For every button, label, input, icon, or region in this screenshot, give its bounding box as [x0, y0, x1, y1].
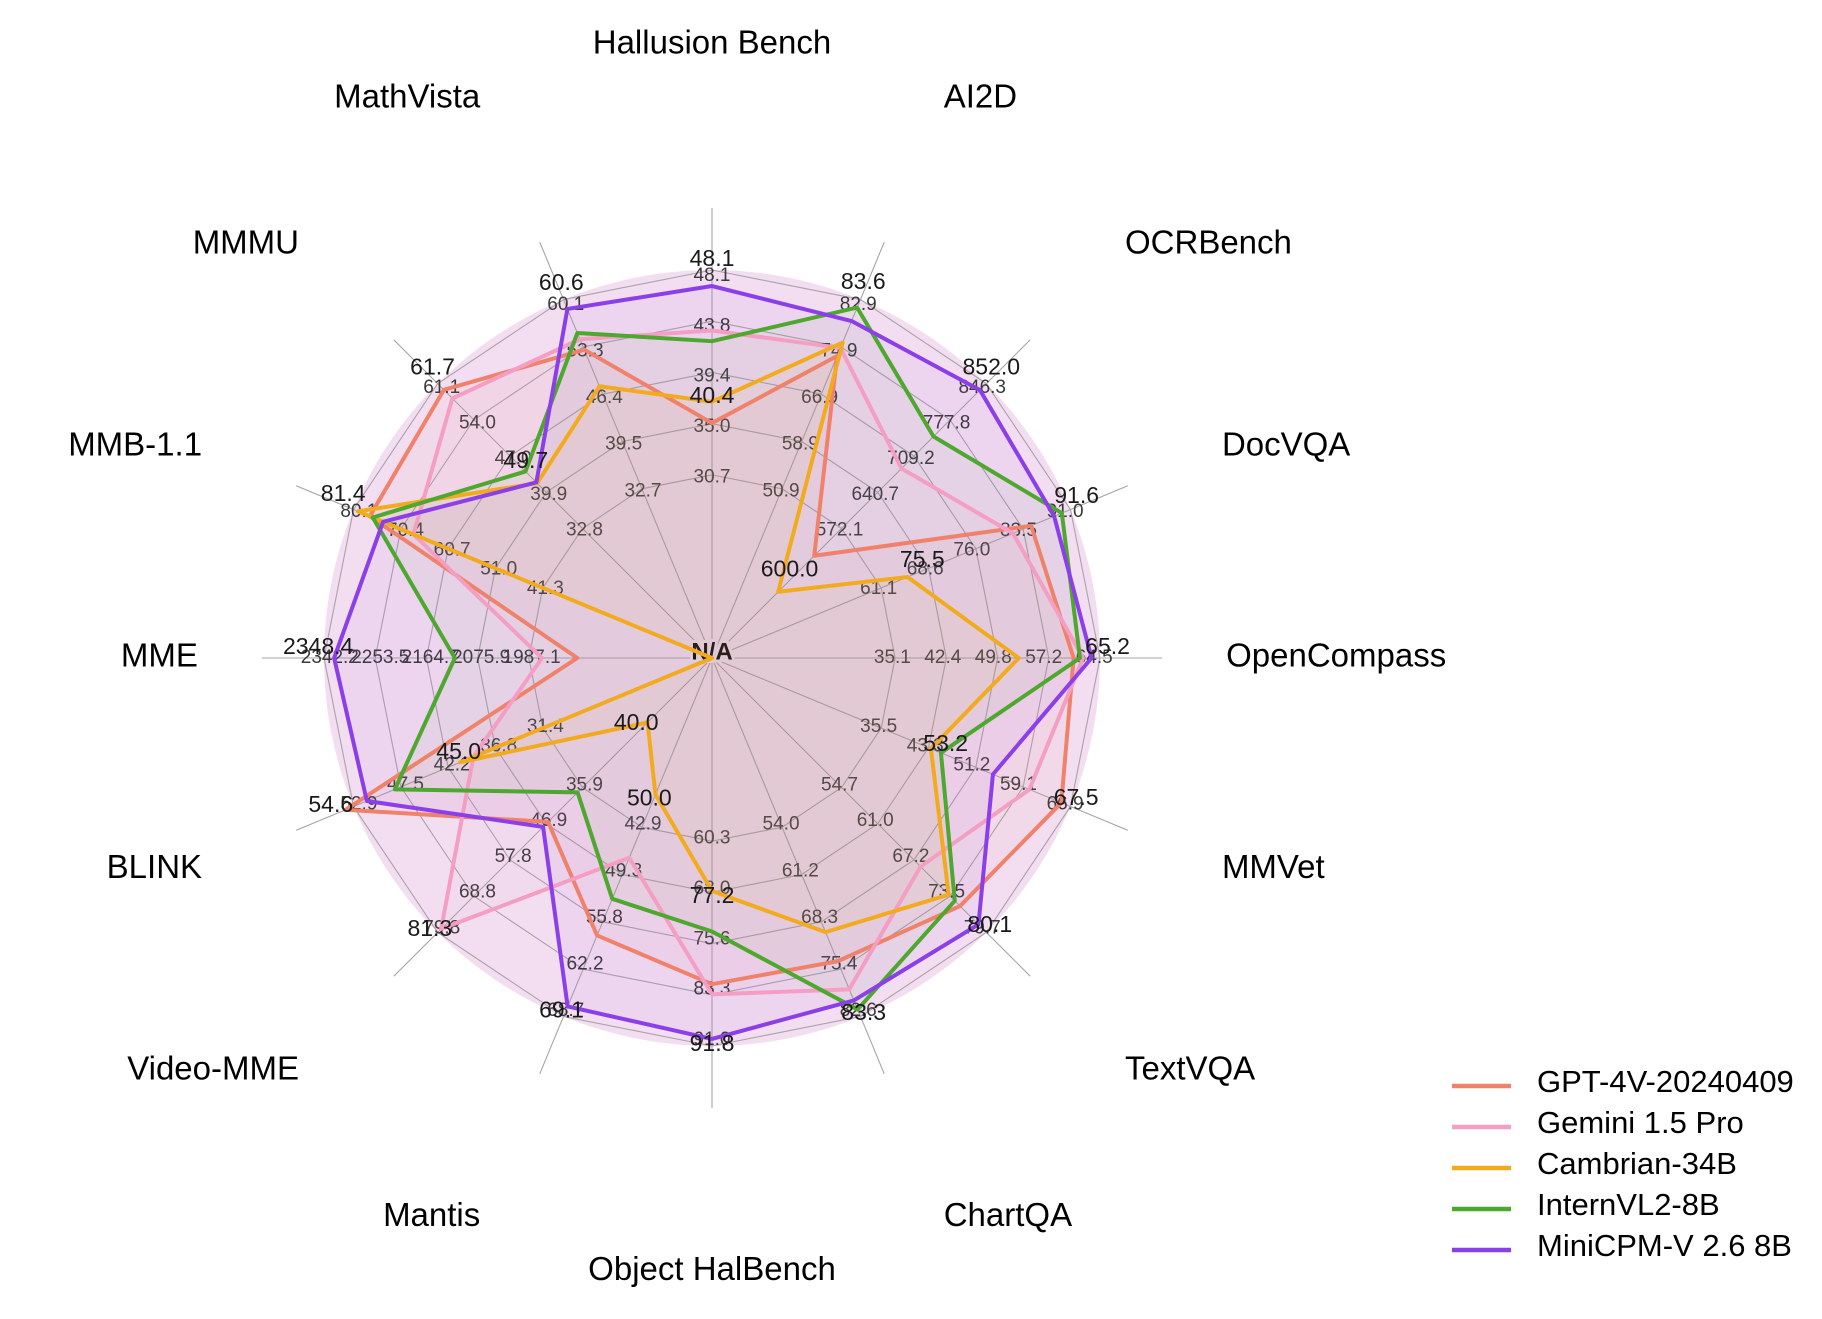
svg-text:81.4: 81.4	[321, 480, 366, 506]
svg-text:40.4: 40.4	[690, 382, 735, 408]
svg-text:OCRBench: OCRBench	[1125, 224, 1292, 261]
svg-text:Video-MME: Video-MME	[127, 1050, 299, 1087]
svg-text:Hallusion Bench: Hallusion Bench	[593, 24, 831, 61]
svg-text:91.6: 91.6	[1054, 482, 1099, 508]
svg-text:60.6: 60.6	[539, 269, 584, 295]
svg-text:AI2D: AI2D	[944, 77, 1017, 114]
svg-text:67.5: 67.5	[1054, 784, 1099, 810]
svg-text:MiniCPM-V 2.6 8B: MiniCPM-V 2.6 8B	[1537, 1228, 1792, 1263]
svg-text:75.5: 75.5	[900, 546, 945, 572]
svg-text:45.0: 45.0	[436, 738, 481, 764]
svg-text:Cambrian-34B: Cambrian-34B	[1537, 1146, 1737, 1181]
svg-text:53.2: 53.2	[923, 730, 968, 756]
svg-text:83.3: 83.3	[841, 999, 886, 1025]
svg-text:40.0: 40.0	[614, 709, 659, 735]
svg-text:InternVL2-8B: InternVL2-8B	[1537, 1187, 1720, 1222]
svg-text:50.0: 50.0	[627, 784, 672, 810]
svg-text:BLINK: BLINK	[107, 848, 202, 885]
svg-text:MMVet: MMVet	[1222, 848, 1325, 885]
svg-text:GPT-4V-20240409: GPT-4V-20240409	[1537, 1064, 1794, 1099]
svg-text:Object HalBench: Object HalBench	[588, 1250, 836, 1287]
svg-text:69.1: 69.1	[539, 996, 584, 1022]
svg-text:DocVQA: DocVQA	[1222, 425, 1350, 462]
svg-text:48.1: 48.1	[690, 245, 735, 271]
svg-text:65.2: 65.2	[1085, 633, 1130, 659]
svg-text:2348.4: 2348.4	[283, 633, 354, 659]
svg-text:600.0: 600.0	[761, 555, 819, 581]
svg-text:Mantis: Mantis	[383, 1196, 480, 1233]
svg-text:83.6: 83.6	[841, 268, 886, 294]
svg-text:MME: MME	[121, 637, 198, 674]
svg-text:80.1: 80.1	[967, 911, 1012, 937]
svg-text:MMB-1.1: MMB-1.1	[68, 425, 202, 462]
svg-text:54.6: 54.6	[308, 791, 353, 817]
svg-text:ChartQA: ChartQA	[944, 1196, 1072, 1233]
svg-text:TextVQA: TextVQA	[1125, 1050, 1255, 1087]
svg-text:MMMU: MMMU	[193, 224, 299, 261]
svg-text:OpenCompass: OpenCompass	[1226, 637, 1446, 674]
svg-text:61.7: 61.7	[410, 354, 455, 380]
svg-text:49.7: 49.7	[503, 447, 548, 473]
svg-text:91.8: 91.8	[690, 1030, 735, 1056]
svg-text:852.0: 852.0	[962, 354, 1020, 380]
svg-text:77.2: 77.2	[690, 882, 735, 908]
svg-text:MathVista: MathVista	[334, 77, 481, 114]
svg-text:81.3: 81.3	[407, 915, 452, 941]
svg-text:Gemini 1.5 Pro: Gemini 1.5 Pro	[1537, 1105, 1744, 1140]
